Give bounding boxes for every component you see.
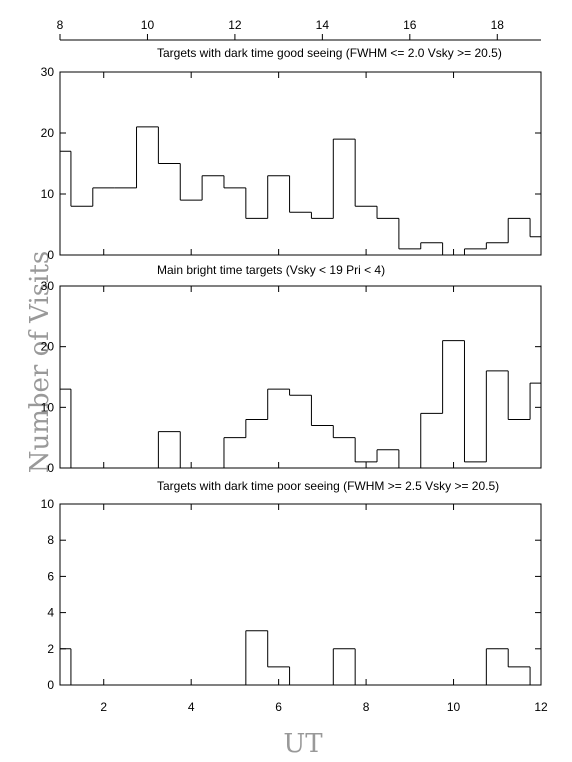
panel-title: Targets with dark time poor seeing (FWHM… bbox=[157, 479, 499, 493]
x-tick-label: 8 bbox=[363, 700, 370, 714]
x-axis-label: UT bbox=[283, 729, 323, 759]
plot-frame bbox=[59, 71, 542, 256]
y-tick-label: 4 bbox=[47, 606, 54, 620]
x2-tick-label: 18 bbox=[491, 18, 505, 32]
y-tick-label: 2 bbox=[47, 642, 54, 656]
x2-tick-label: 10 bbox=[141, 18, 155, 32]
x2-tick-label: 14 bbox=[316, 18, 330, 32]
y-tick-label: 30 bbox=[41, 279, 55, 293]
x2-tick-label: 12 bbox=[228, 18, 242, 32]
x2-tick-label: 8 bbox=[57, 18, 64, 32]
y-tick-label: 0 bbox=[47, 248, 54, 262]
y-tick-label: 30 bbox=[41, 65, 55, 79]
y-tick-label: 0 bbox=[47, 461, 54, 475]
y-tick-label: 6 bbox=[47, 569, 54, 583]
plot-frame bbox=[59, 503, 542, 686]
x-tick-label: 4 bbox=[188, 700, 195, 714]
x-tick-label: 2 bbox=[100, 700, 107, 714]
plot-frame bbox=[59, 285, 542, 469]
y-tick-label: 0 bbox=[47, 678, 54, 692]
panel-title: Main bright time targets (Vsky < 19 Pri … bbox=[157, 263, 385, 277]
y-tick-label: 10 bbox=[41, 400, 55, 414]
x-tick-label: 6 bbox=[275, 700, 282, 714]
x2-tick-label: 16 bbox=[403, 18, 417, 32]
histogram bbox=[60, 340, 541, 468]
histogram bbox=[60, 630, 541, 685]
x-tick-label: 10 bbox=[447, 700, 461, 714]
y-tick-label: 20 bbox=[41, 340, 55, 354]
y-tick-label: 10 bbox=[41, 497, 55, 511]
histogram bbox=[60, 126, 541, 255]
x-tick-label: 12 bbox=[534, 700, 548, 714]
y-tick-label: 20 bbox=[41, 126, 55, 140]
y-axis-label: Number of Visits bbox=[25, 251, 55, 474]
panel-title: Targets with dark time good seeing (FWHM… bbox=[157, 46, 502, 60]
y-tick-label: 8 bbox=[47, 533, 54, 547]
y-tick-label: 10 bbox=[41, 187, 55, 201]
